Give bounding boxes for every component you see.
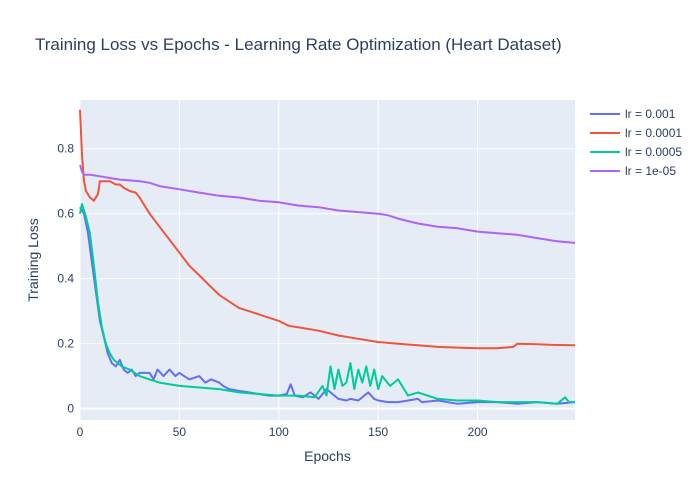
tick-layer: 0 50 100 150 200 0 0.2 0.4 0.6 0.8 [57, 142, 488, 439]
legend-label: lr = 0.0001 [625, 126, 682, 140]
x-tick-label: 50 [173, 425, 187, 439]
x-tick-label: 200 [468, 425, 488, 439]
x-tick-label: 100 [269, 425, 289, 439]
x-tick-label: 0 [77, 425, 84, 439]
legend-label: lr = 0.001 [625, 107, 676, 121]
series-line-lr-0-0001[interactable] [79, 109, 576, 350]
chart-title: Training Loss vs Epochs - Learning Rate … [35, 35, 562, 54]
y-tick-label: 0.4 [57, 272, 74, 286]
y-axis-title: Training Loss [25, 218, 41, 302]
x-axis-title: Epochs [304, 448, 351, 464]
legend-item[interactable]: lr = 1e-05 [590, 164, 676, 178]
y-tick-label: 0 [67, 402, 74, 416]
legend-label: lr = 0.0005 [625, 145, 682, 159]
series-layer [79, 109, 576, 405]
legend-item[interactable]: lr = 0.0005 [590, 145, 682, 159]
series-line-lr-0-0005[interactable] [79, 203, 575, 405]
plot-area [80, 100, 575, 420]
series-line-lr-1e-05[interactable] [79, 164, 576, 244]
legend[interactable]: lr = 0.001 lr = 0.0001 lr = 0.0005 lr = 1e-… [590, 107, 682, 178]
y-tick-label: 0.8 [57, 142, 74, 156]
series-line-lr-0-001[interactable] [79, 206, 576, 405]
legend-item[interactable]: lr = 0.001 [590, 107, 676, 121]
legend-label: lr = 1e-05 [625, 164, 676, 178]
grid-layer [79, 100, 575, 420]
legend-item[interactable]: lr = 0.0001 [590, 126, 682, 140]
y-tick-label: 0.2 [57, 337, 74, 351]
x-tick-label: 150 [368, 425, 388, 439]
y-tick-label: 0.6 [57, 207, 74, 221]
